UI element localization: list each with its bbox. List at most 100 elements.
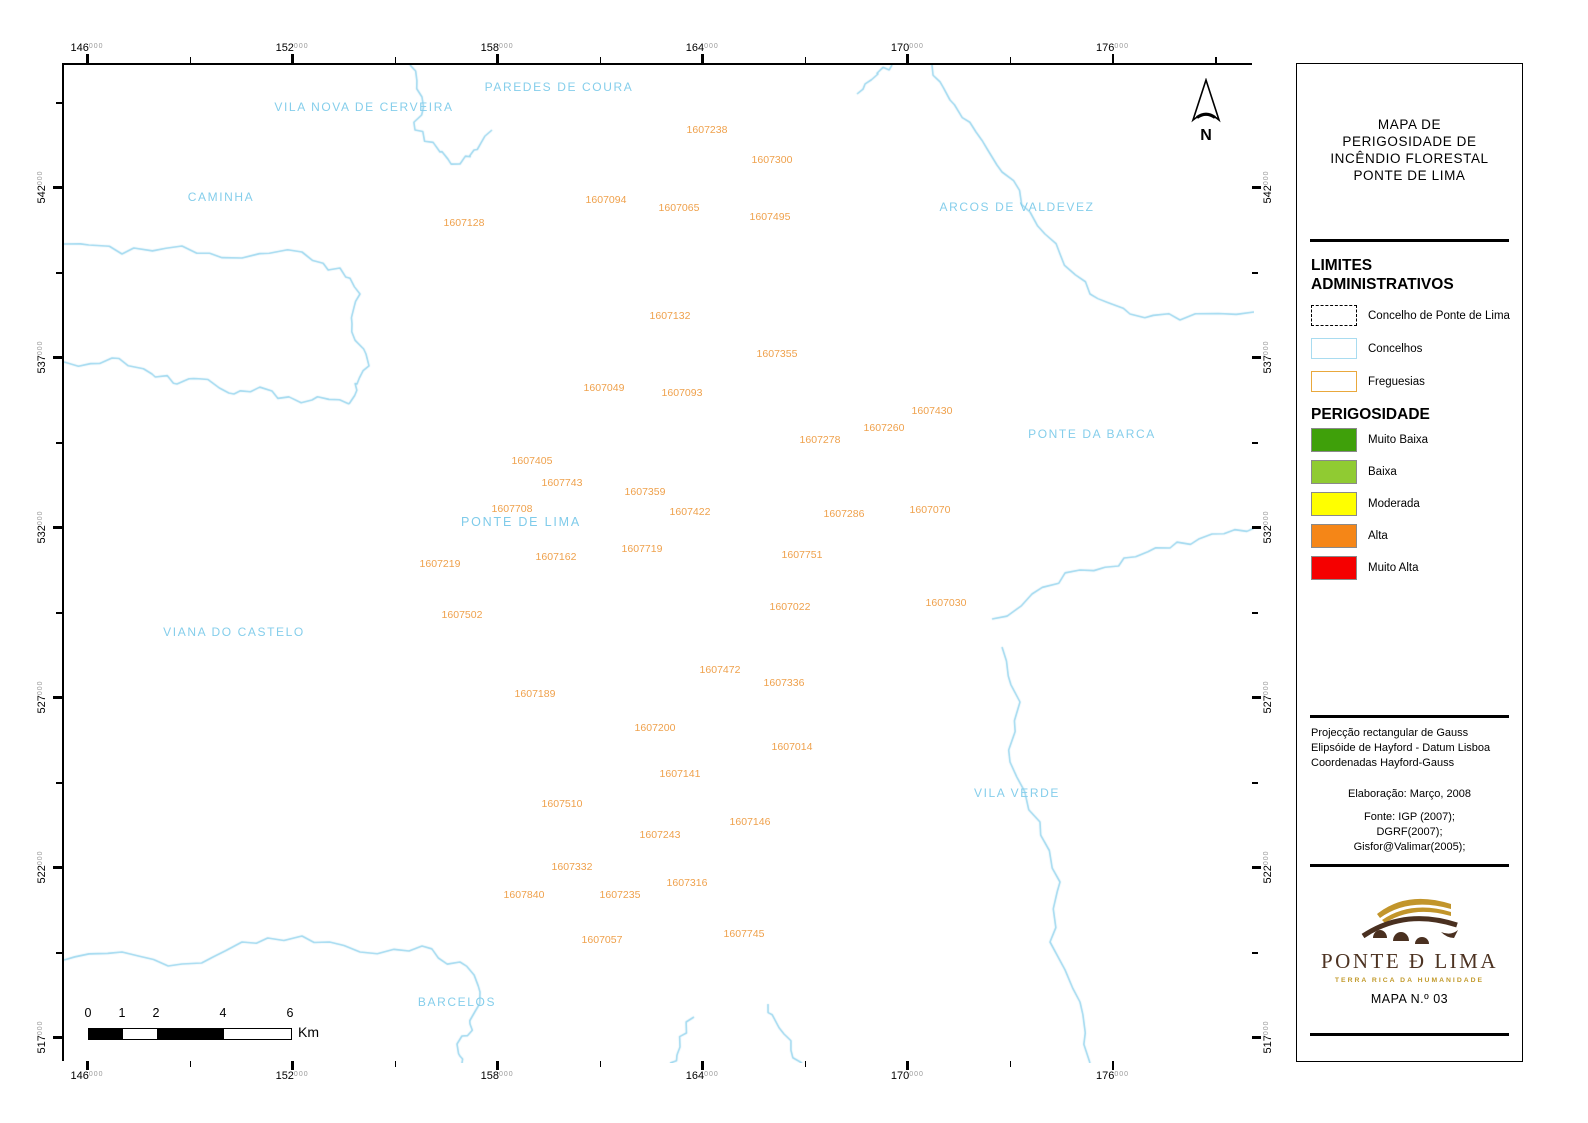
scale-seg <box>89 1029 123 1039</box>
freguesia-code-label: 1607141 <box>659 768 701 780</box>
y-axis-minor-tick <box>56 272 62 274</box>
dashed-boundary-swatch <box>1311 305 1357 326</box>
x-axis-label: 152000 <box>275 1070 309 1082</box>
freguesia-code-label: 1607049 <box>583 382 625 394</box>
y-axis-label: 542000 <box>36 170 48 204</box>
freguesia-code-label: 1607014 <box>771 741 813 753</box>
freguesia-code-label: 1607132 <box>649 310 691 322</box>
y-axis-tick <box>1252 526 1261 529</box>
y-axis-tick <box>1252 1036 1261 1039</box>
hazard-raster-map <box>64 65 1254 1063</box>
freguesia-code-label: 1607708 <box>491 503 533 515</box>
legend-item-concelho-ponte-de-lima: Concelho de Ponte de Lima <box>1311 305 1510 326</box>
municipality-label: PAREDES DE COURA <box>484 80 634 94</box>
y-axis-minor-tick <box>1252 612 1258 614</box>
y-axis-minor-tick <box>56 952 62 954</box>
x-axis-minor-tick <box>394 1061 397 1067</box>
x-axis-tick <box>906 54 909 63</box>
y-axis-tick <box>53 526 62 529</box>
freguesia-code-label: 1607743 <box>541 477 583 489</box>
y-axis-minor-tick <box>56 102 62 104</box>
freguesia-code-label: 1607495 <box>749 211 791 223</box>
map-frame: PAREDES DE COURA VILA NOVA DE CERVEIRA CAM… <box>62 63 1254 1063</box>
freguesia-code-label: 1607128 <box>443 217 485 229</box>
y-axis-tick <box>1252 866 1261 869</box>
x-axis-tick <box>291 54 294 63</box>
freguesia-code-label: 1607057 <box>581 934 623 946</box>
y-axis-minor-tick <box>1252 952 1258 954</box>
scale-num: 4 <box>219 1006 227 1020</box>
concelhos-boundary-swatch <box>1311 338 1357 359</box>
x-axis-label: 152000 <box>275 42 309 54</box>
x-axis-minor-tick <box>804 1061 807 1067</box>
freguesia-code-label: 1607146 <box>729 816 771 828</box>
y-axis-label: 527000 <box>1262 680 1274 714</box>
municipality-label: VILA NOVA DE CERVEIRA <box>274 100 454 114</box>
x-axis-minor-tick <box>599 57 602 63</box>
alta-swatch <box>1311 524 1357 548</box>
freguesia-code-label: 1607278 <box>799 434 841 446</box>
ponte-de-lima-label: PONTE DE LIMA <box>461 515 581 529</box>
freguesia-code-label: 1607745 <box>723 928 765 940</box>
x-axis-minor-tick <box>804 57 807 63</box>
x-axis-tick <box>906 1061 909 1070</box>
freguesia-code-label: 1607200 <box>634 722 676 734</box>
x-axis-tick <box>701 1061 704 1070</box>
y-axis-label: 527000 <box>36 680 48 714</box>
y-axis-minor-tick <box>1252 442 1258 444</box>
freguesia-code-label: 1607422 <box>669 506 711 518</box>
scale-num: 1 <box>118 1006 126 1020</box>
y-axis-tick <box>53 696 62 699</box>
legend-item-freguesias: Freguesias <box>1311 371 1425 392</box>
y-axis-tick <box>53 186 62 189</box>
scale-num: 2 <box>152 1006 160 1020</box>
freguesia-code-label: 1607751 <box>781 549 823 561</box>
y-axis-label: 537000 <box>36 340 48 374</box>
legend-item-muito-baixa: Muito Baixa <box>1311 428 1428 452</box>
y-axis-minor-tick <box>56 782 62 784</box>
x-axis-label: 146000 <box>70 1070 104 1082</box>
elaboracao-text: Elaboração: Março, 2008 <box>1348 788 1471 800</box>
bridge-logo-icon <box>1361 898 1458 944</box>
freguesia-code-label: 1607472 <box>699 664 741 676</box>
freguesia-code-label: 1607502 <box>441 609 483 621</box>
freguesia-code-label: 1607243 <box>639 829 681 841</box>
legend-item-baixa: Baixa <box>1311 460 1397 484</box>
municipality-label: CAMINHA <box>187 190 255 204</box>
logo-tagline: TERRA RICA DA HUMANIDADE <box>1334 977 1485 984</box>
y-axis-minor-tick <box>56 442 62 444</box>
legend-panel: MAPA DE PERIGOSIDADE DE INCÊNDIO FLOREST… <box>1296 63 1523 1062</box>
y-axis-label: 532000 <box>36 510 48 544</box>
x-axis-tick <box>86 1061 89 1070</box>
north-arrow-icon <box>1191 77 1221 123</box>
legend-item-alta: Alta <box>1311 524 1388 548</box>
freguesia-code-label: 1607840 <box>503 889 545 901</box>
x-axis-minor-tick <box>1009 57 1012 63</box>
limites-heading: LIMITES ADMINISTRATIVOS <box>1311 257 1454 293</box>
scale-unit: Km <box>298 1024 319 1040</box>
y-axis-label: 517000 <box>1262 1020 1274 1054</box>
freguesia-code-label: 1607030 <box>925 597 967 609</box>
map-title: MAPA DE PERIGOSIDADE DE INCÊNDIO FLOREST… <box>1330 117 1489 183</box>
freguesia-code-label: 1607430 <box>911 405 953 417</box>
freguesia-code-label: 1607065 <box>658 202 700 214</box>
x-axis-minor-tick <box>1009 1061 1012 1067</box>
x-axis-label: 176000 <box>1095 1070 1130 1082</box>
x-axis-label: 170000 <box>890 1070 924 1082</box>
muito-alta-swatch <box>1311 556 1357 580</box>
scale-num: 0 <box>84 1006 92 1020</box>
y-axis-tick <box>1252 356 1261 359</box>
y-axis-minor-tick <box>56 612 62 614</box>
x-axis-tick <box>1111 54 1114 63</box>
y-axis-tick <box>1252 186 1261 189</box>
fonte-text: Fonte: IGP (2007); DGRF(2007); Gisfor@Va… <box>1353 811 1466 853</box>
x-axis-tick <box>701 54 704 63</box>
x-axis-minor-tick <box>189 57 192 63</box>
scale-bar: 0 1 2 4 6 Km <box>80 1006 360 1050</box>
freguesia-code-label: 1607510 <box>541 798 583 810</box>
y-axis-label: 537000 <box>1262 340 1274 374</box>
municipality-label: VILA VERDE <box>973 786 1061 800</box>
divider <box>1310 864 1509 867</box>
y-axis-label: 532000 <box>1262 510 1274 544</box>
